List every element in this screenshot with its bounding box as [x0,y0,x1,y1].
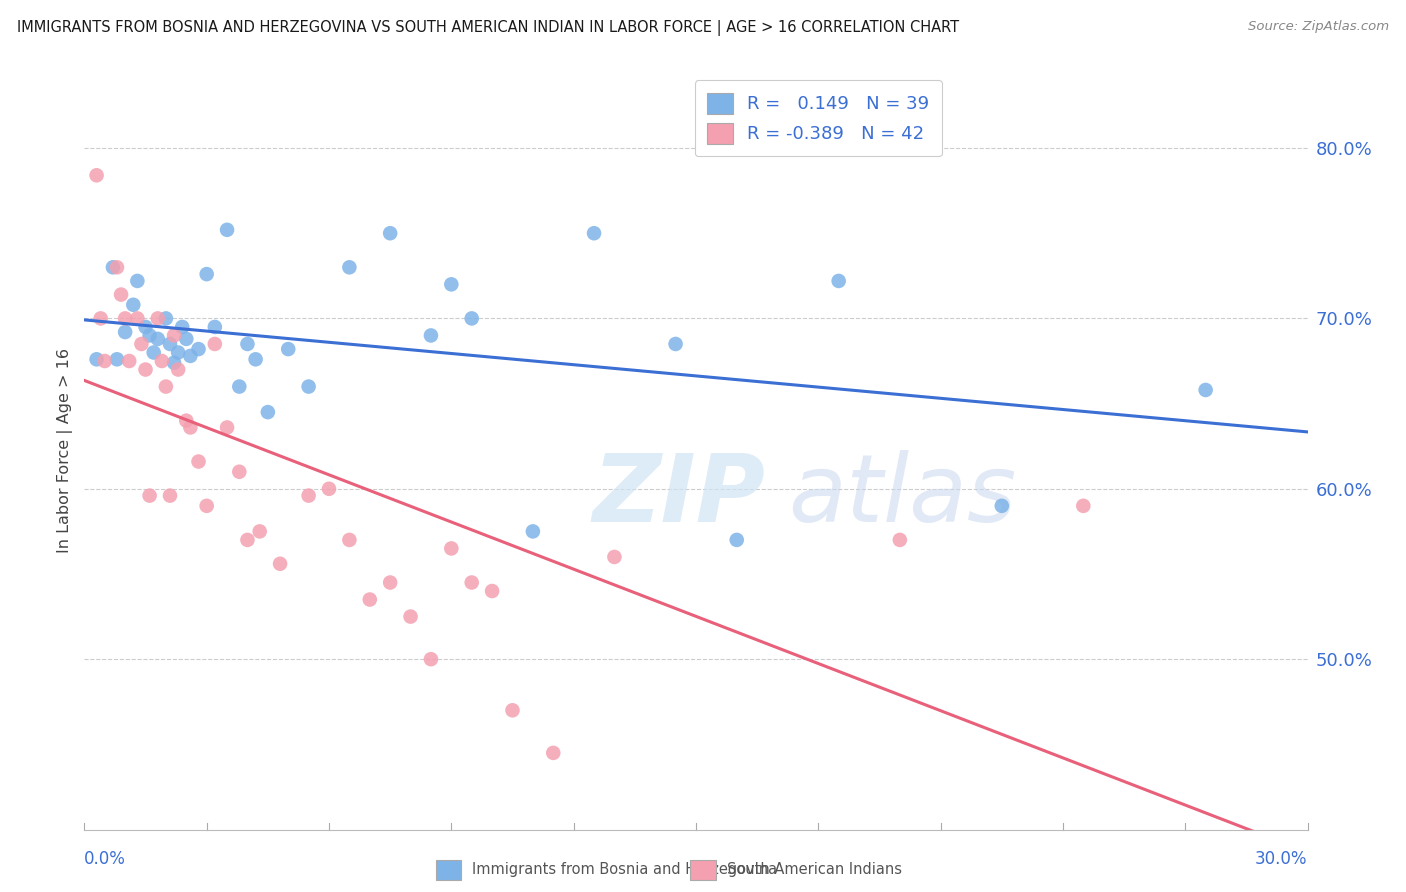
Point [174,414,197,428]
Point [277,342,299,356]
Point [163,328,186,343]
Point [146,332,169,346]
Point [420,652,443,666]
Point [359,592,381,607]
Point [187,342,209,356]
Point [420,328,443,343]
Point [155,311,177,326]
Point [146,311,169,326]
Point [110,287,132,301]
Point [380,226,402,240]
Point [138,489,160,503]
Point [217,223,239,237]
Point [172,320,194,334]
Text: Immigrants from Bosnia and Herzegovina: Immigrants from Bosnia and Herzegovina [472,863,778,877]
Point [440,541,463,556]
Point [163,356,186,370]
Point [522,524,544,539]
Point [583,226,606,240]
Point [339,260,361,275]
Point [135,362,157,376]
Point [440,277,463,292]
Point [828,274,851,288]
Text: Source: ZipAtlas.com: Source: ZipAtlas.com [1249,20,1389,33]
Point [257,405,280,419]
Point [543,746,565,760]
Text: 0.0%: 0.0% [84,850,127,868]
Point [86,169,108,183]
Point [298,489,321,503]
Point [481,584,503,599]
Point [122,298,145,312]
Point [380,575,402,590]
Point [725,533,748,547]
Y-axis label: In Labor Force | Age > 16: In Labor Force | Age > 16 [58,348,73,553]
Point [105,260,128,275]
Point [142,345,165,359]
Point [135,320,157,334]
Point [101,260,124,275]
Point [502,703,524,717]
Point [118,354,141,368]
Point [889,533,911,547]
Point [245,352,267,367]
Point [93,354,115,368]
Point [399,609,422,624]
Point [603,549,626,564]
Point [114,325,136,339]
Point [217,420,239,434]
Point [155,379,177,393]
Point [665,337,688,351]
Point [167,345,190,359]
Point [461,575,484,590]
Point [127,274,149,288]
Point [195,267,218,281]
Point [167,362,190,376]
Legend: R =   0.149   N = 39, R = -0.389   N = 42: R = 0.149 N = 39, R = -0.389 N = 42 [695,80,942,156]
Point [159,337,181,351]
Point [127,311,149,326]
Point [1195,383,1218,397]
Point [90,311,112,326]
Text: South American Indians: South American Indians [727,863,901,877]
Point [150,354,173,368]
Text: 30.0%: 30.0% [1256,850,1308,868]
Point [249,524,271,539]
Point [1073,499,1095,513]
Point [461,311,484,326]
Text: ZIP: ZIP [592,450,765,542]
Point [298,379,321,393]
Point [204,337,226,351]
Point [339,533,361,547]
Point [179,420,201,434]
Point [318,482,340,496]
Point [179,349,201,363]
Point [86,352,108,367]
Point [228,379,250,393]
Point [174,332,197,346]
Point [114,311,136,326]
Point [991,499,1014,513]
Point [228,465,250,479]
Point [236,533,259,547]
Point [105,352,128,367]
Point [131,337,153,351]
Point [138,328,160,343]
Point [204,320,226,334]
Text: atlas: atlas [787,450,1017,541]
Point [236,337,259,351]
Point [187,454,209,468]
Point [159,489,181,503]
Point [269,557,291,571]
Text: IMMIGRANTS FROM BOSNIA AND HERZEGOVINA VS SOUTH AMERICAN INDIAN IN LABOR FORCE |: IMMIGRANTS FROM BOSNIA AND HERZEGOVINA V… [17,20,959,36]
Point [195,499,218,513]
